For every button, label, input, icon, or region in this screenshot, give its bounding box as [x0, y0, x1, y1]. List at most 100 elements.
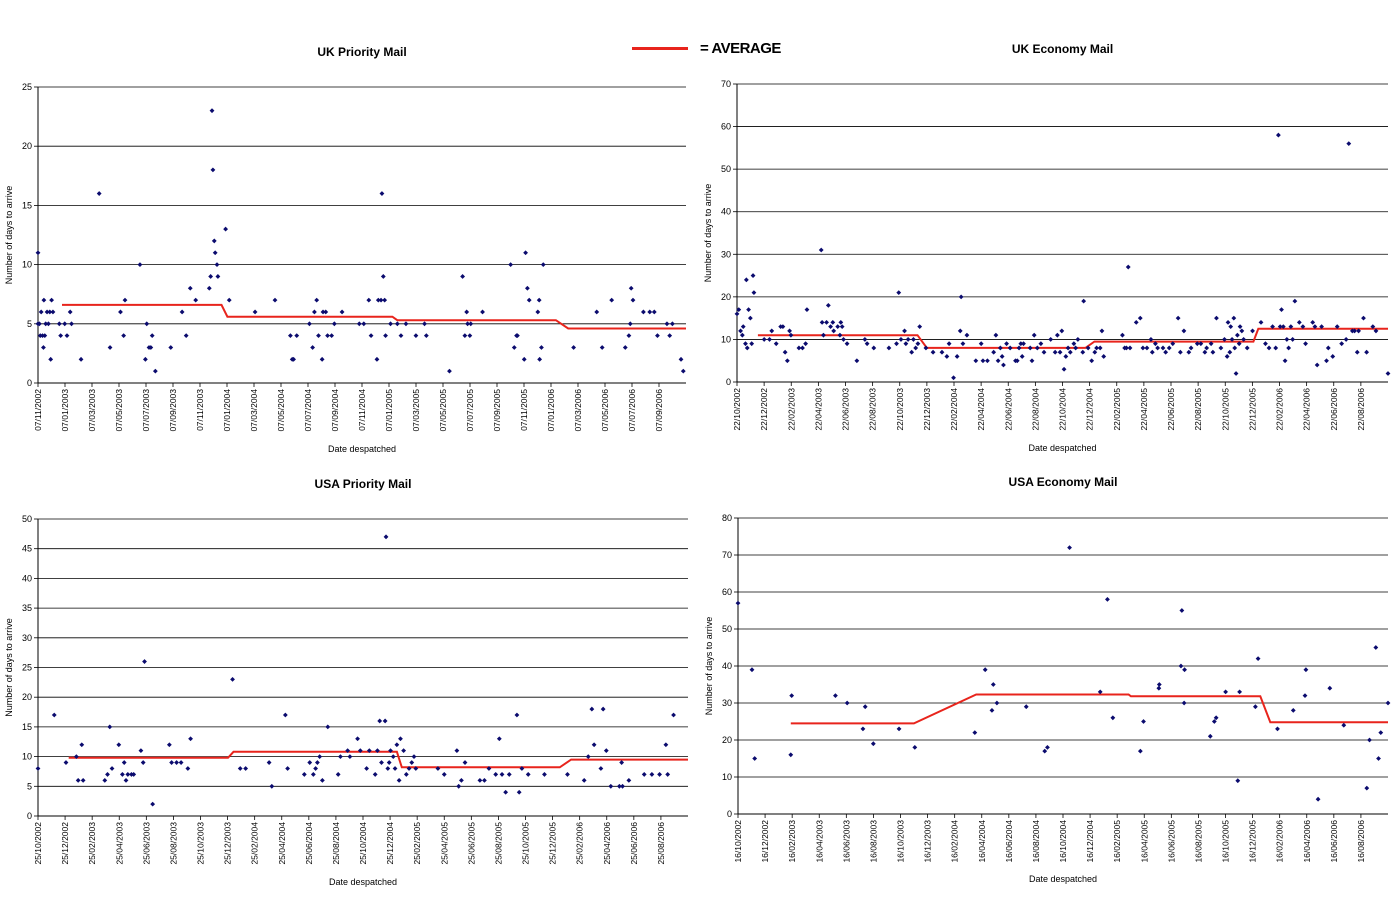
x-tick-label: 25/06/2003: [141, 822, 151, 865]
y-tick-label: 0: [27, 378, 32, 388]
data-point: [67, 309, 73, 315]
x-tick-label: 07/03/2005: [411, 389, 421, 432]
data-point: [493, 772, 499, 777]
data-point: [168, 345, 174, 350]
data-point: [361, 321, 367, 327]
data-point: [839, 324, 845, 330]
data-point: [1057, 349, 1063, 355]
data-point: [641, 772, 647, 777]
x-tick-label: 22/04/2005: [1139, 388, 1149, 431]
x-tick-label: 16/12/2003: [923, 820, 933, 863]
data-point: [1279, 307, 1284, 313]
data-point: [1207, 733, 1213, 739]
data-point: [1125, 264, 1131, 270]
data-point: [208, 274, 214, 279]
data-point: [36, 321, 42, 327]
x-tick-label: 22/04/2006: [1302, 388, 1312, 431]
data-point: [356, 321, 362, 327]
data-point: [641, 309, 646, 315]
x-tick-label: 07/07/2006: [627, 389, 637, 432]
data-point: [594, 309, 600, 315]
data-point: [1155, 345, 1161, 351]
data-point: [413, 766, 419, 771]
data-point: [142, 659, 147, 664]
data-point: [619, 760, 625, 765]
data-point: [1133, 320, 1139, 325]
data-point: [1303, 341, 1308, 347]
data-point: [1052, 349, 1058, 355]
y-tick-label: 50: [722, 624, 732, 634]
data-point: [1188, 345, 1194, 351]
data-point: [1232, 345, 1238, 351]
x-tick-label: 22/02/2003: [786, 388, 796, 431]
data-point: [1089, 358, 1095, 364]
data-point: [1179, 608, 1185, 613]
y-tick-label: 0: [27, 811, 32, 821]
data-point: [1275, 726, 1280, 732]
x-tick-label: 16/08/2005: [1193, 820, 1203, 863]
data-point: [1325, 345, 1331, 351]
data-point: [1314, 362, 1320, 368]
x-tick-label: 22/10/2002: [732, 388, 742, 431]
data-point: [626, 333, 632, 339]
data-point: [844, 700, 850, 706]
data-point: [315, 760, 320, 765]
data-point: [973, 358, 979, 364]
data-point: [1364, 785, 1370, 791]
data-point: [1029, 358, 1035, 364]
data-point: [663, 742, 669, 748]
data-point: [1042, 748, 1048, 754]
data-point: [788, 332, 794, 338]
x-tick-label: 16/04/2005: [1139, 820, 1149, 863]
data-point: [1067, 545, 1072, 550]
y-tick-label: 40: [722, 661, 732, 671]
data-point: [989, 708, 995, 713]
x-tick-label: 22/08/2006: [1356, 388, 1366, 431]
data-point: [462, 760, 468, 765]
data-point: [736, 307, 742, 313]
data-point: [456, 783, 462, 789]
data-point: [960, 341, 966, 347]
data-point: [1227, 349, 1233, 355]
data-point: [678, 356, 684, 362]
data-point: [1071, 341, 1077, 347]
data-point: [784, 358, 790, 364]
data-point: [1204, 345, 1210, 351]
data-point: [1004, 341, 1009, 347]
data-point: [743, 341, 748, 347]
data-point: [422, 321, 427, 327]
data-point: [212, 250, 218, 256]
data-point: [51, 712, 57, 718]
data-point: [1097, 345, 1103, 351]
chart-panel-1: UK Priority Mail 0 5 10 15 20 25 07/11/2002 07/0…: [4, 45, 686, 454]
data-point: [285, 766, 291, 771]
data-point: [1277, 324, 1283, 330]
data-point: [599, 345, 605, 350]
data-point: [121, 760, 127, 765]
data-point: [243, 766, 249, 771]
chart-panel-2: UK Economy Mail 0 10 20 30 40 50 60 70 22/10/2002…: [703, 42, 1391, 453]
data-point: [1061, 366, 1067, 372]
x-tick-label: 16/06/2005: [1166, 820, 1176, 863]
x-tick-label: 25/08/2005: [493, 822, 503, 865]
x-tick-label: 16/06/2006: [1329, 820, 1339, 863]
data-point: [1021, 341, 1026, 347]
x-tick-label: 16/04/2003: [814, 820, 824, 863]
data-point: [1067, 349, 1073, 355]
x-tick-label: 07/09/2005: [492, 389, 502, 432]
data-point: [991, 349, 997, 355]
y-tick-label: 10: [721, 334, 731, 344]
data-point: [49, 297, 54, 303]
data-point: [206, 285, 212, 291]
data-point: [223, 226, 229, 232]
data-point: [616, 783, 622, 789]
x-tick-label: 25/12/2005: [548, 822, 558, 865]
data-point: [1149, 349, 1155, 355]
data-point: [1210, 349, 1216, 355]
data-point: [535, 309, 541, 315]
data-point: [821, 332, 826, 338]
data-point: [1324, 358, 1329, 364]
data-point: [649, 772, 655, 777]
y-axis-title: Number of days to arrive: [704, 617, 714, 716]
data-point: [630, 297, 636, 303]
